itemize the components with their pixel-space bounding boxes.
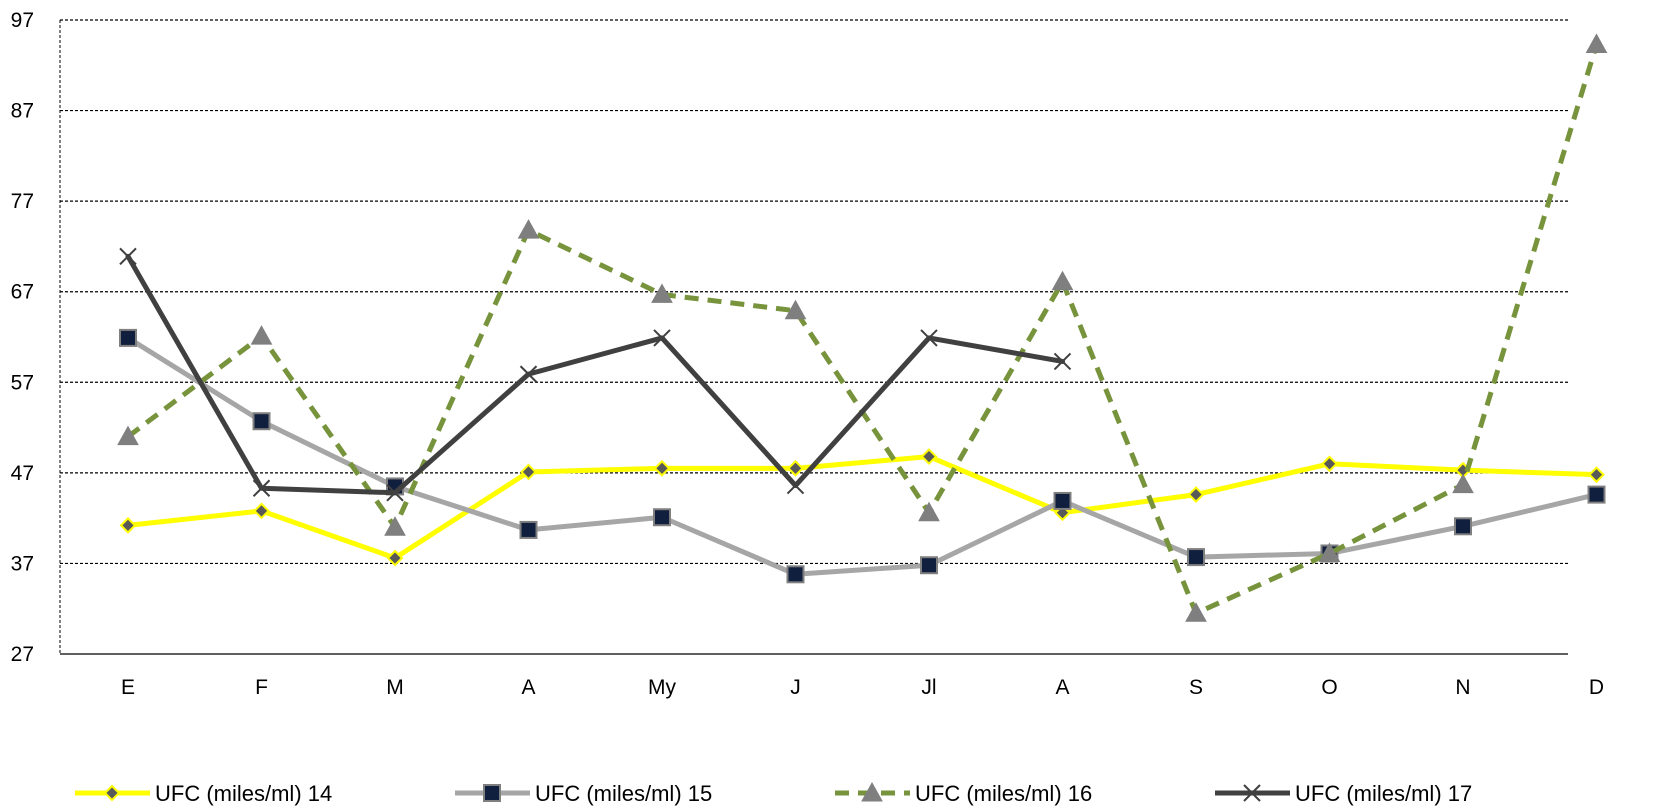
- data-point-diamond: [1187, 486, 1205, 504]
- data-point-x-stroke: [1243, 784, 1261, 802]
- data-point-x: [519, 365, 538, 383]
- series-line: [125, 335, 1599, 577]
- x-tick-label: A: [1055, 676, 1069, 699]
- legend-label: UFC (miles/ml) 17: [1295, 781, 1472, 806]
- y-tick-label: 77: [11, 190, 34, 213]
- data-point-square: [920, 556, 938, 575]
- data-point-triangle: [918, 501, 940, 522]
- data-point-diamond: [103, 784, 121, 802]
- data-point-triangle: [861, 781, 883, 802]
- series-2: [119, 328, 1606, 584]
- legend-label: UFC (miles/ml) 16: [915, 781, 1092, 806]
- data-point-x: [920, 329, 938, 347]
- legend-item-1: UFC (miles/ml) 14: [75, 781, 332, 806]
- data-point-diamond: [1321, 455, 1338, 473]
- data-point-x: [786, 476, 805, 495]
- data-point-diamond: [920, 448, 938, 465]
- data-point-square: [119, 328, 137, 347]
- data-point-x-stroke: [519, 365, 538, 383]
- x-tick-label: F: [255, 676, 268, 699]
- data-point-x-stroke: [252, 479, 271, 497]
- series-line: [126, 43, 1599, 616]
- x-tick-label: Jl: [921, 676, 936, 699]
- axes: [59, 20, 1568, 655]
- y-tick-label: 97: [11, 9, 34, 32]
- legend-label: UFC (miles/ml) 14: [155, 781, 332, 806]
- data-point-triangle: [1051, 270, 1074, 291]
- data-point-x: [1053, 352, 1072, 371]
- x-tick-label: My: [648, 676, 676, 699]
- data-point-triangle: [1318, 542, 1341, 562]
- data-point-diamond: [1588, 466, 1605, 484]
- data-point-x: [653, 329, 671, 347]
- x-tick-label: N: [1455, 676, 1470, 699]
- data-point-x: [386, 484, 404, 502]
- legend: UFC (miles/ml) 14 UFC (miles/ml) 15 UFC (m…: [75, 781, 1472, 806]
- x-tick-label: A: [521, 676, 535, 699]
- series-line: [125, 253, 1065, 496]
- data-point-diamond: [520, 463, 537, 481]
- legend-item-2: UFC (miles/ml) 15: [455, 781, 712, 806]
- data-point-diamond: [119, 516, 137, 534]
- data-point-x: [119, 247, 137, 266]
- data-point-triangle: [651, 283, 673, 303]
- legend-item-4: UFC (miles/ml) 17: [1215, 781, 1472, 806]
- data-point-x-stroke: [1053, 352, 1072, 371]
- legend-label: UFC (miles/ml) 15: [535, 781, 712, 806]
- data-point-triangle: [1585, 33, 1608, 53]
- data-point-x: [252, 479, 271, 497]
- y-tick-label: 47: [11, 462, 34, 485]
- data-point-x-stroke: [653, 329, 671, 347]
- x-axis-tick-labels: E F M A My J Jl A S O N D: [121, 676, 1604, 699]
- gridlines: [60, 19, 1568, 565]
- y-tick-label: 67: [11, 281, 34, 304]
- data-point-diamond: [253, 502, 270, 520]
- data-point-square: [1587, 485, 1606, 504]
- x-tick-label: M: [386, 676, 404, 699]
- data-point-square: [483, 784, 501, 802]
- x-tick-label: J: [790, 676, 801, 699]
- data-point-x-stroke: [786, 476, 805, 495]
- data-point-square: [1454, 517, 1472, 536]
- data-point-triangle: [384, 516, 406, 536]
- data-point-square: [519, 520, 538, 539]
- data-point-square: [1053, 491, 1072, 510]
- data-point-square: [786, 565, 805, 584]
- data-point-triangle: [784, 299, 807, 320]
- data-point-triangle: [117, 425, 139, 446]
- data-point-diamond: [386, 549, 404, 567]
- x-tick-label: E: [121, 676, 135, 699]
- x-tick-label: S: [1189, 676, 1203, 699]
- data-point-square: [653, 508, 671, 527]
- data-point-triangle: [250, 325, 273, 345]
- y-axis-tick-labels: 97 87 77 67 57 47 37 27: [11, 9, 34, 666]
- x-tick-label: D: [1589, 676, 1604, 699]
- data-point-diamond: [787, 459, 804, 477]
- data-point-x-stroke: [920, 329, 938, 347]
- series-line: [125, 454, 1599, 561]
- data-point-triangle: [1452, 473, 1474, 494]
- y-tick-label: 27: [11, 643, 34, 666]
- data-point-x: [1243, 784, 1261, 802]
- data-point-square: [252, 412, 271, 431]
- data-point-triangle: [517, 219, 540, 239]
- y-tick-label: 87: [11, 100, 34, 123]
- x-tick-label: O: [1321, 676, 1337, 699]
- data-point-diamond: [653, 459, 671, 477]
- data-point-x-stroke: [386, 484, 404, 502]
- data-point-triangle: [1185, 602, 1207, 622]
- y-tick-label: 57: [11, 371, 34, 394]
- y-tick-label: 37: [11, 552, 34, 575]
- series-1: [119, 448, 1605, 567]
- data-point-x-stroke: [119, 247, 137, 266]
- series-lines: [117, 33, 1608, 622]
- legend-item-3: UFC (miles/ml) 16: [835, 781, 1092, 806]
- series-4: [119, 247, 1072, 502]
- series-3: [117, 33, 1608, 622]
- data-point-square: [1187, 548, 1205, 567]
